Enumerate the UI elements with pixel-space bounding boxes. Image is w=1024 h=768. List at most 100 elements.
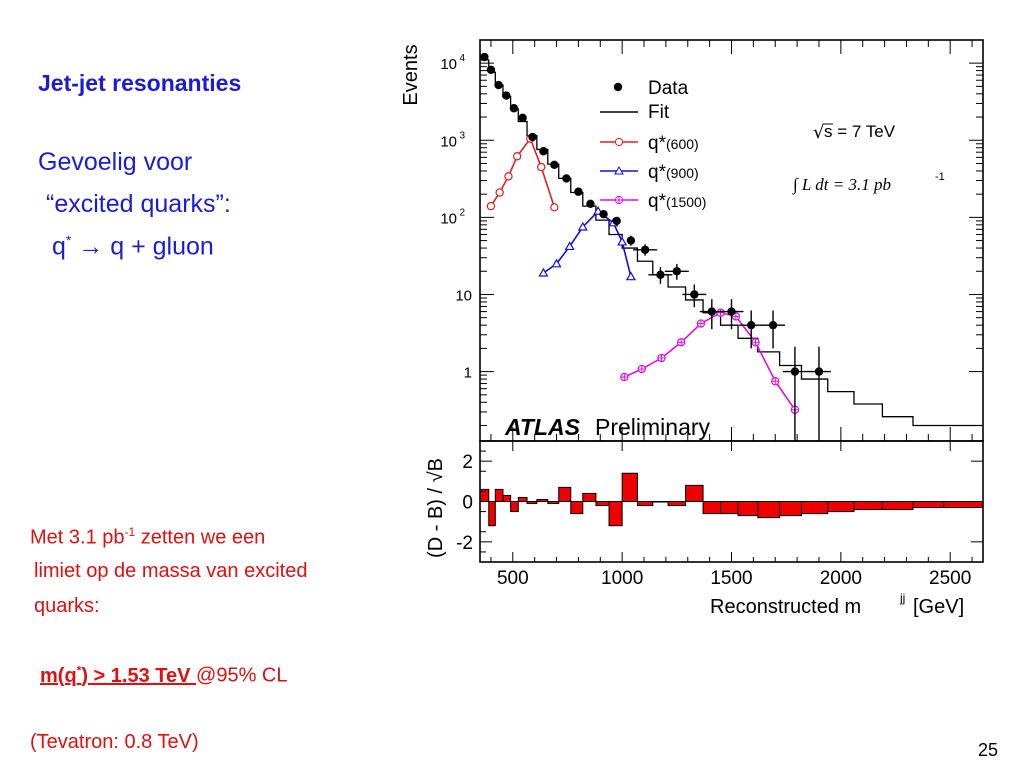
q900-marker <box>551 258 562 268</box>
residual-bar <box>853 501 883 511</box>
data-point <box>790 367 800 376</box>
data-point <box>502 91 511 100</box>
q900-marker <box>564 241 575 251</box>
y-tick-exponent: 4 <box>459 53 465 64</box>
residual-bar <box>526 501 538 505</box>
q-symbol: q <box>52 232 66 261</box>
data-point <box>494 80 503 90</box>
q1500-marker-cross <box>732 312 740 320</box>
data-point <box>746 320 756 330</box>
data-point <box>562 174 571 183</box>
y-tick-exponent: 3 <box>459 130 465 141</box>
data-point <box>574 187 583 196</box>
residual-bar <box>779 501 802 517</box>
fit-histogram <box>480 59 983 427</box>
residual-bar <box>517 496 528 503</box>
q600-marker <box>537 162 546 172</box>
lumi-sup: -1 <box>124 525 136 539</box>
data-point <box>486 65 496 74</box>
y-tick-exponent: 2 <box>459 207 465 218</box>
q1500-marker-cross <box>677 338 685 346</box>
residual-bar <box>720 501 739 515</box>
y-tick-label: 10 <box>455 287 472 304</box>
mass-limit-value: m(q*) > 1.53 TeV <box>40 663 197 687</box>
q900-marker <box>577 221 588 231</box>
q1500-line <box>624 311 796 411</box>
x-tick-label: 1000 <box>601 568 643 589</box>
residual-bar <box>558 486 572 502</box>
data-point <box>550 160 559 170</box>
y-axis-label: Events <box>400 44 422 105</box>
residual-bar <box>757 501 781 519</box>
sqrt-symbol: √ <box>813 122 825 143</box>
residual-bar <box>636 501 654 507</box>
red-text-line-2: limiet op de massa van excited <box>34 560 308 582</box>
data-point <box>599 209 608 219</box>
star-sup: * <box>65 232 72 248</box>
top-panel <box>480 52 983 441</box>
q1500-marker-cross <box>638 365 646 373</box>
residual-bar <box>595 501 610 507</box>
residual-bar <box>536 498 549 503</box>
x-axis-label: Reconstructed m <box>710 596 861 618</box>
data-point <box>480 52 489 62</box>
legend-q1500-label: q* <box>648 191 667 212</box>
residual-bar <box>702 501 722 515</box>
tevatron-note: (Tevatron: 0.8 TeV) <box>30 731 199 753</box>
confidence-level: @95% CL <box>196 664 288 687</box>
residual-bar <box>685 484 704 503</box>
lumi-sup: -1 <box>935 171 945 183</box>
subtitle-line-3: q* → q + gluon <box>52 232 214 261</box>
legend-q1500-marker-cross <box>615 196 623 204</box>
slide-title: Jet-jet resonanties <box>38 70 242 96</box>
x-axis-unit: [GeV] <box>913 596 964 618</box>
legend-q900-mass: (900) <box>666 165 699 181</box>
data-point <box>586 199 595 208</box>
data-point <box>656 270 665 279</box>
data-point <box>814 367 824 376</box>
residual-bar <box>912 501 945 509</box>
residual-bar <box>667 501 687 507</box>
data-point <box>626 236 636 245</box>
residual-bar <box>881 501 914 511</box>
residual-bar <box>943 501 984 509</box>
legend-q600-mass: (600) <box>666 136 699 152</box>
atlas-label: ATLAS <box>504 414 581 440</box>
q1500-marker-cross <box>657 354 666 362</box>
subtitle-line-1: Gevoelig voor <box>38 148 193 176</box>
x-tick-label: 500 <box>497 568 529 589</box>
decay-products: q + gluon <box>103 232 214 261</box>
q600-marker <box>550 203 559 212</box>
y-tick-label: 10 <box>440 133 457 150</box>
data-point <box>518 113 527 123</box>
q600-marker <box>512 152 522 161</box>
residual-bar <box>488 501 496 527</box>
residual-tick-label: 2 <box>462 452 473 473</box>
data-point <box>612 216 621 226</box>
energy-label: s = 7 TeV <box>824 122 896 141</box>
q900-line <box>542 210 632 277</box>
x-axis-label-sup: jj <box>899 591 905 605</box>
residual-tick-label: -2 <box>456 533 473 554</box>
legend-q600-marker <box>614 137 624 147</box>
page-number: 25 <box>978 740 999 760</box>
lumi-text-rest: zetten we een <box>135 526 266 549</box>
bottom-panel <box>479 472 984 527</box>
legend-q600-label: q* <box>648 133 667 154</box>
data-point <box>509 104 519 113</box>
y-tick-label: 10 <box>440 56 457 73</box>
mass-limit: m(q*) > 1.53 TeV @95% CL <box>40 663 288 688</box>
data-point <box>672 267 682 276</box>
q600-marker <box>504 172 513 181</box>
data-point <box>528 132 537 142</box>
residual-tick-label: 0 <box>462 493 473 514</box>
residual-bar <box>652 501 669 503</box>
data-point <box>707 307 717 316</box>
q600-marker <box>495 188 504 197</box>
q1500-marker-cross <box>716 309 725 317</box>
q1500-marker-cross <box>620 373 628 381</box>
legend-q900-marker <box>614 165 624 175</box>
